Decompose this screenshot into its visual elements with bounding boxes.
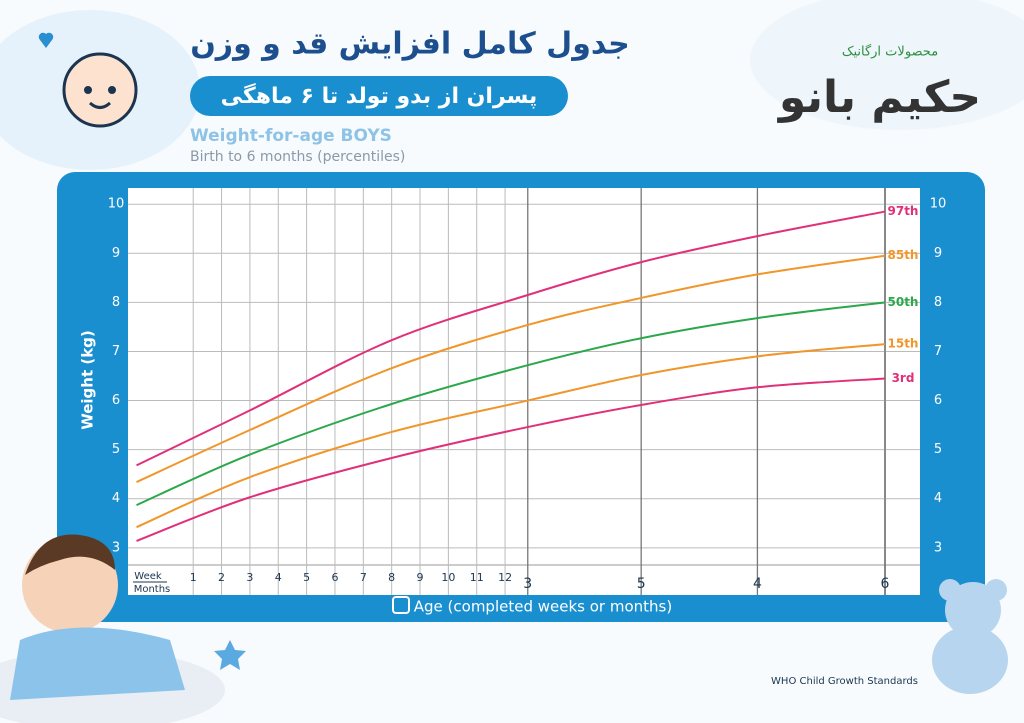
x-unit-top: Week xyxy=(134,571,162,582)
week-tick-label: 3 xyxy=(246,571,253,584)
y2-tick-label: 8 xyxy=(934,295,942,310)
percentile-label: 3rd xyxy=(892,371,915,385)
week-tick-label: 6 xyxy=(331,571,338,584)
baby-icon-eye xyxy=(84,86,92,94)
y-tick-label: 7 xyxy=(112,344,120,359)
week-tick-label: 2 xyxy=(218,571,225,584)
chart-title: Weight-for-age BOYS xyxy=(190,126,392,146)
y-tick-label: 4 xyxy=(112,491,120,506)
baby-icon-mouth xyxy=(88,101,112,109)
week-tick-label: 7 xyxy=(360,571,367,584)
y2-tick-label: 10 xyxy=(930,197,947,212)
week-tick-label: 8 xyxy=(388,571,395,584)
month-tick-label: 4 xyxy=(753,576,762,592)
month-tick-label: 3 xyxy=(523,576,532,592)
week-tick-label: 1 xyxy=(190,571,197,584)
cloud xyxy=(750,0,1024,130)
percentile-line xyxy=(136,343,886,529)
baby-icon-eye xyxy=(108,86,116,94)
subtitle-pill xyxy=(190,76,568,116)
percentile-label: 85th xyxy=(888,248,919,262)
bear-ear xyxy=(985,579,1007,601)
calendar-icon xyxy=(392,596,410,614)
y2-tick-label: 5 xyxy=(934,442,942,457)
brand-tagline: محصولات ارگانیک xyxy=(842,44,938,60)
x-unit-bottom: Months xyxy=(134,584,171,595)
bear-ear xyxy=(939,579,961,601)
percentile-label: 97th xyxy=(888,204,919,218)
star xyxy=(214,640,246,670)
heart xyxy=(38,32,54,48)
week-tick-label: 10 xyxy=(441,571,455,584)
baby-body xyxy=(10,627,185,700)
week-tick-label: 4 xyxy=(275,571,282,584)
y-tick-label: 10 xyxy=(108,197,125,212)
plot-area xyxy=(128,188,920,595)
y-tick-label: 8 xyxy=(112,295,120,310)
baby-icon xyxy=(62,52,138,128)
percentile-line xyxy=(136,301,886,507)
bear-body xyxy=(932,626,1008,694)
y-tick-label: 3 xyxy=(112,540,120,555)
y2-tick-label: 3 xyxy=(934,540,942,555)
percentile-line xyxy=(136,254,886,483)
y-axis-label: Weight (kg) xyxy=(79,330,97,430)
y2-tick-label: 4 xyxy=(934,491,942,506)
y-tick-label: 6 xyxy=(112,393,120,408)
percentile-line xyxy=(136,377,886,542)
title: جدول کامل افزایش قد و وزن xyxy=(190,27,630,62)
percentile-label: 50th xyxy=(888,295,919,309)
baby-hair xyxy=(25,534,115,575)
y-tick-label: 9 xyxy=(112,246,120,261)
chart-subtitle: Birth to 6 months (percentiles) xyxy=(190,149,405,165)
brand-logo: حکیم بانو xyxy=(777,72,981,123)
percentile-line xyxy=(136,210,886,467)
y2-tick-label: 9 xyxy=(934,246,942,261)
month-tick-label: 5 xyxy=(637,576,646,592)
y2-tick-label: 6 xyxy=(934,393,942,408)
week-tick-label: 5 xyxy=(303,571,310,584)
x-axis-label: Age (completed weeks or months) xyxy=(414,598,672,616)
subtitle: پسران از بدو تولد تا ۶ ماهگی xyxy=(221,82,538,109)
y-tick-label: 5 xyxy=(112,442,120,457)
month-tick-label: 6 xyxy=(881,576,890,592)
week-tick-label: 9 xyxy=(417,571,424,584)
source-note: WHO Child Growth Standards xyxy=(771,676,918,687)
week-tick-label: 11 xyxy=(470,571,484,584)
week-tick-label: 12 xyxy=(498,571,512,584)
y2-tick-label: 7 xyxy=(934,344,942,359)
percentile-label: 15th xyxy=(888,337,919,351)
